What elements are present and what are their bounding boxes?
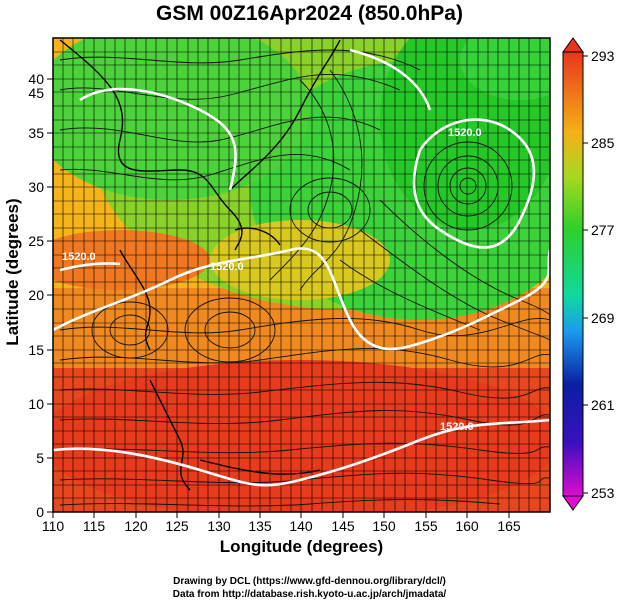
x-tick-label: 155 xyxy=(414,518,438,534)
y-tick-label: 35 xyxy=(28,125,44,141)
x-axis xyxy=(52,512,510,518)
colorbar-tick-label: 261 xyxy=(591,397,615,413)
x-tick-label: 140 xyxy=(289,518,313,534)
x-tick-label: 135 xyxy=(248,518,272,534)
contour-label: 1520.0 xyxy=(448,127,482,139)
y-tick-label: 20 xyxy=(28,287,44,303)
y-tick-label: 10 xyxy=(28,396,44,412)
y-tick-label: 15 xyxy=(28,342,44,358)
x-tick-label: 115 xyxy=(83,518,106,534)
x-tick-label: 120 xyxy=(124,518,148,534)
chart-title: GSM 00Z16Apr2024 (850.0hPa) xyxy=(156,2,463,25)
x-tick-label: 165 xyxy=(497,518,521,534)
contour-label: 1520.0 xyxy=(210,261,244,273)
colorbar-tick-label: 285 xyxy=(591,135,615,151)
colorbar-tick-label: 253 xyxy=(591,485,615,501)
height-contours xyxy=(53,48,550,487)
colorbar xyxy=(562,37,588,511)
y-axis xyxy=(47,78,53,513)
y-tick-label: 40 xyxy=(28,71,44,87)
credits: Drawing by DCL (https://www.gfd-dennou.o… xyxy=(0,575,619,601)
colorbar-tick-label: 277 xyxy=(591,222,615,238)
coastlines xyxy=(59,39,341,491)
credit-line: Data from http://database.rish.kyoto-u.a… xyxy=(172,589,447,600)
x-tick-label: 110 xyxy=(42,518,65,534)
y-tick-label: 25 xyxy=(28,233,44,249)
y-tick-label: 30 xyxy=(28,179,44,195)
x-tick-label: 160 xyxy=(455,518,479,534)
y-tick-label: 45 xyxy=(28,85,44,101)
credit-line: Drawing by DCL (https://www.gfd-dennou.o… xyxy=(173,576,446,587)
x-tick-label: 145 xyxy=(331,518,355,534)
grid-lines xyxy=(53,38,550,512)
temperature-field xyxy=(53,38,550,512)
contour-label: 1520.0 xyxy=(440,421,474,433)
contour-label: 1520.0 xyxy=(62,251,96,263)
y-tick-label: 5 xyxy=(36,450,44,466)
x-axis-label: Longitude (degrees) xyxy=(219,537,384,556)
x-tick-label: 130 xyxy=(207,518,231,534)
x-tick-label: 125 xyxy=(165,518,189,534)
y-tick-label: 0 xyxy=(36,504,44,520)
colorbar-tick-label: 269 xyxy=(591,310,615,326)
y-axis-label: Latitude (degrees) xyxy=(3,198,22,346)
colorbar-tick-label: 293 xyxy=(591,48,615,64)
x-tick-label: 150 xyxy=(372,518,396,534)
